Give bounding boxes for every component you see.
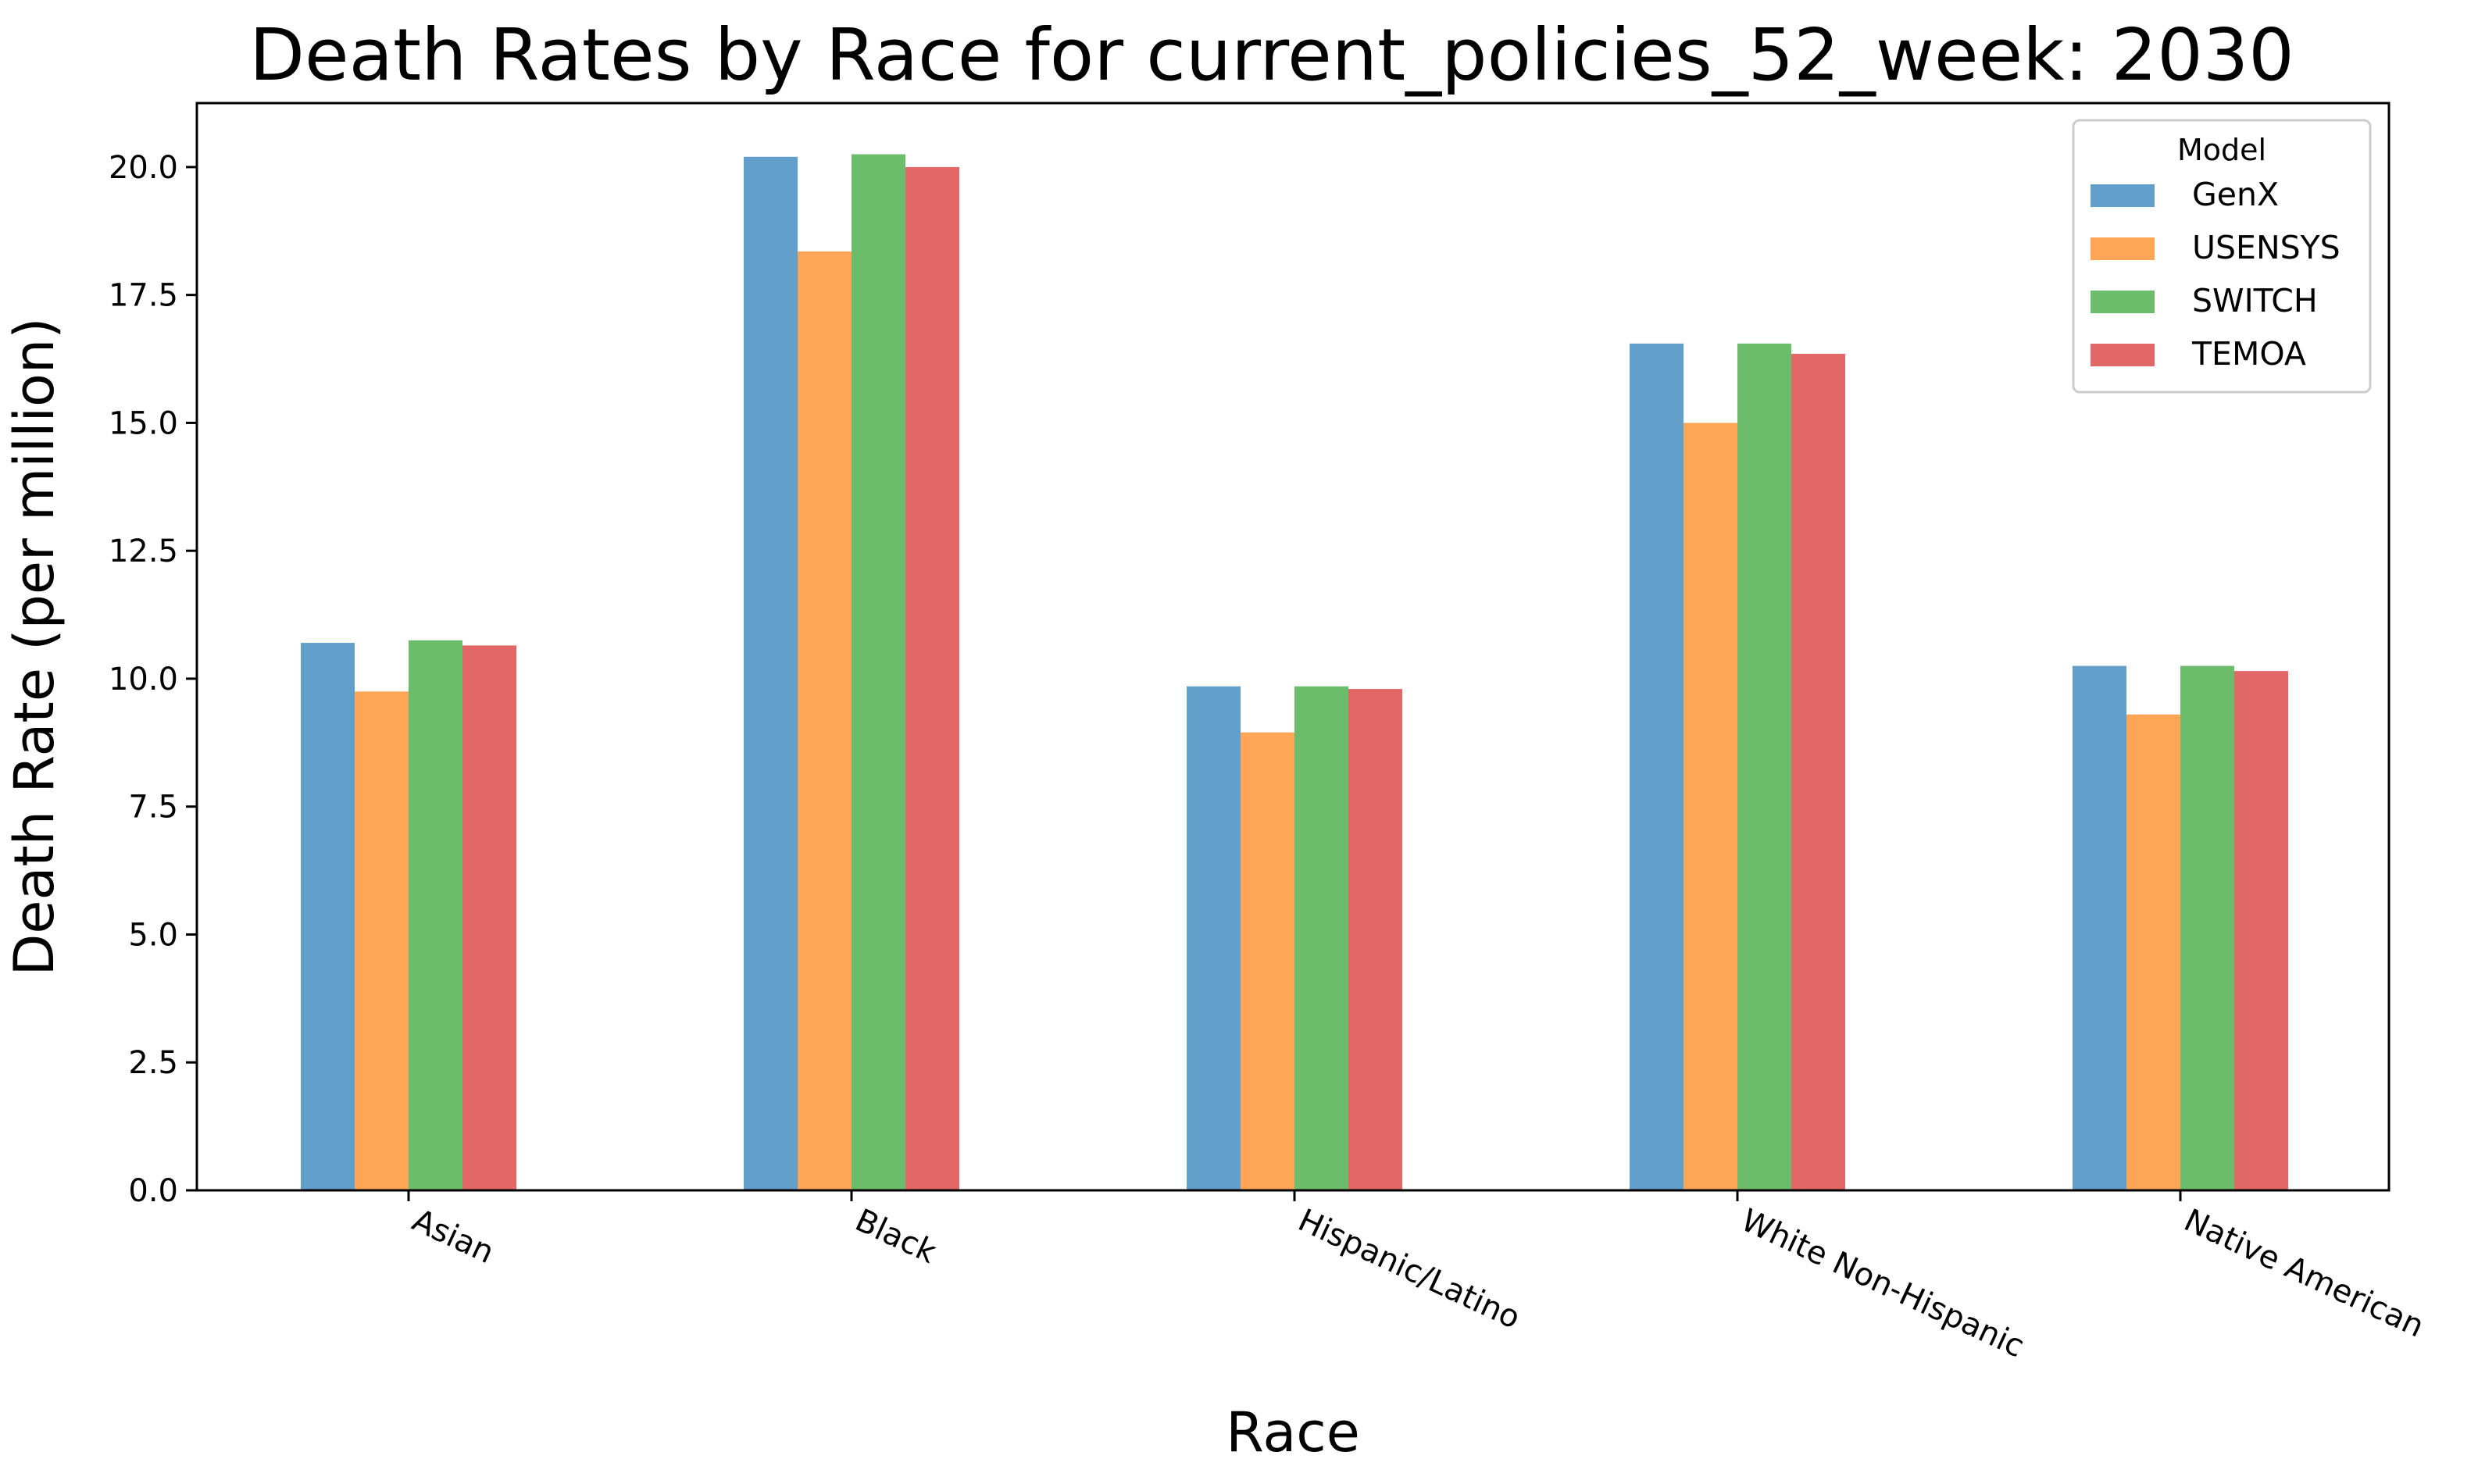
chart-title: Death Rates by Race for current_policies… [249,13,2294,97]
legend-swatch-usensys [2091,237,2155,260]
x-axis-label: Race [1226,1400,1360,1464]
legend: Model GenX USENSYS SWITCH TEMOA [2072,119,2372,394]
bar-switch-white-non-hispanic [1737,343,1791,1190]
bar-usensys-native-american [2126,714,2180,1190]
bar-temoa-native-american [2234,671,2288,1190]
bar-temoa-hispanic-latino [1348,689,1402,1190]
bar-genx-hispanic-latino [1187,686,1241,1190]
bar-usensys-black [798,251,852,1191]
bar-usensys-white-non-hispanic [1684,423,1737,1190]
bar-usensys-asian [355,691,409,1190]
bar-usensys-hispanic-latino [1241,732,1294,1190]
y-tick-label: 15.0 [109,405,178,441]
plot-area-frame [195,102,2391,1192]
legend-label-genx: GenX [2192,176,2279,213]
y-tick-label: 0.0 [128,1173,178,1209]
bars-group [301,154,2288,1191]
bar-switch-asian [409,640,462,1190]
legend-label-switch: SWITCH [2192,282,2318,319]
y-tick-label: 5.0 [128,917,178,953]
y-tick-label: 17.5 [109,278,178,314]
legend-label-temoa: TEMOA [2191,335,2306,373]
bar-genx-white-non-hispanic [1630,343,1684,1190]
y-axis-label: Death Rate (per million) [2,317,66,976]
y-axis: 0.0 2.5 5.0 7.5 10.0 12.5 15.0 17.5 20.0 [109,150,197,1209]
bar-temoa-white-non-hispanic [1791,353,1845,1191]
bar-temoa-black [905,166,959,1191]
bar-temoa-asian [462,645,516,1190]
bar-switch-native-american [2180,665,2234,1190]
legend-swatch-temoa [2091,344,2155,366]
y-tick-label: 7.5 [128,790,178,826]
bar-genx-asian [301,643,355,1190]
bar-genx-native-american [2073,665,2126,1190]
y-tick-label: 20.0 [109,150,178,186]
legend-swatch-genx [2091,184,2155,207]
y-tick-label: 10.0 [109,662,178,697]
y-tick-label: 12.5 [109,533,178,569]
bar-switch-black [852,154,905,1191]
bar-genx-black [744,156,798,1191]
legend-swatch-switch [2091,291,2155,313]
legend-label-usensys: USENSYS [2192,229,2341,266]
legend-title: Model [2177,133,2266,167]
bar-switch-hispanic-latino [1294,686,1348,1190]
y-tick-label: 2.5 [128,1045,178,1081]
